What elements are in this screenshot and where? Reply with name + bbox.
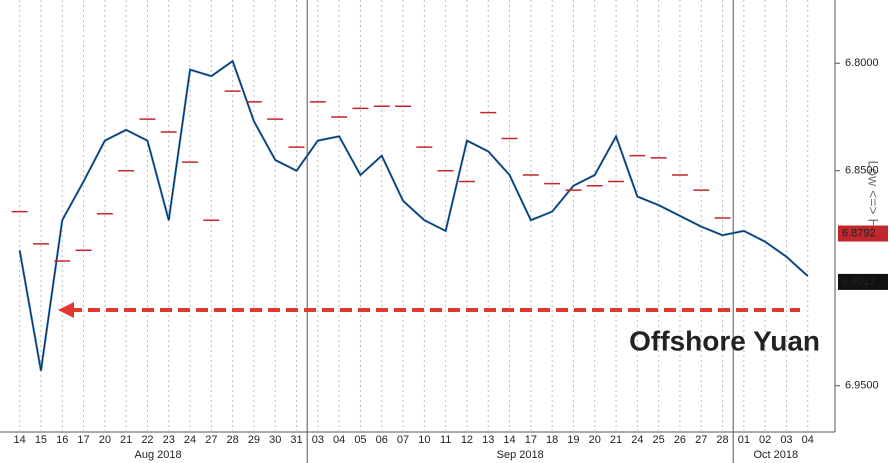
- x-tick-label: 01: [738, 434, 750, 446]
- x-tick-label: 10: [418, 434, 430, 446]
- x-tick-label: 18: [546, 434, 558, 446]
- x-tick-label: 27: [695, 434, 707, 446]
- x-tick-label: 28: [716, 434, 728, 446]
- x-tick-label: 03: [312, 434, 324, 446]
- x-tick-label: 11: [440, 434, 451, 446]
- x-tick-label: 26: [674, 434, 686, 446]
- price-label-box: [838, 225, 888, 242]
- x-tick-label: 15: [35, 434, 47, 446]
- x-tick-label: 19: [567, 434, 579, 446]
- x-tick-label: 14: [503, 434, 515, 446]
- x-tick-label: 31: [290, 434, 302, 446]
- x-tick-label: 23: [163, 434, 175, 446]
- x-tick-label: 16: [56, 434, 68, 446]
- month-label: Aug 2018: [135, 449, 182, 461]
- x-tick-label: 29: [248, 434, 260, 446]
- x-tick-label: 22: [141, 434, 153, 446]
- x-tick-label: 17: [525, 434, 537, 446]
- x-tick-label: 21: [120, 434, 132, 446]
- annotation: Offshore Yuan: [629, 325, 820, 356]
- x-tick-label: 30: [269, 434, 281, 446]
- x-tick-label: 02: [759, 434, 771, 446]
- x-tick-label: 21: [610, 434, 622, 446]
- x-tick-label: 25: [653, 434, 665, 446]
- x-tick-label: 04: [802, 434, 814, 446]
- x-tick-label: 14: [14, 434, 26, 446]
- x-tick-label: 03: [780, 434, 792, 446]
- price-label: 6.8792: [842, 227, 876, 239]
- price-line-shadow: [19, 60, 809, 371]
- y-tick-label: 6.9500: [845, 380, 879, 392]
- month-label: Oct 2018: [753, 449, 798, 461]
- x-tick-label: 17: [77, 434, 89, 446]
- y-tick-label: 6.8000: [845, 57, 879, 69]
- price-line: [18, 59, 809, 371]
- x-tick-label: 05: [354, 434, 366, 446]
- x-tick-label: 04: [333, 434, 345, 446]
- x-tick-label: 28: [227, 434, 239, 446]
- arrow-head: [58, 302, 74, 318]
- x-tick-label: 20: [589, 434, 601, 446]
- month-label: Sep 2018: [497, 449, 544, 461]
- price-label: 6.9017: [842, 276, 876, 288]
- price-label-box: [838, 273, 888, 290]
- y-tick-label: 6.8500: [845, 165, 879, 177]
- x-tick-label: 06: [376, 434, 388, 446]
- x-tick-label: 24: [631, 434, 643, 446]
- x-tick-label: 13: [482, 434, 494, 446]
- x-tick-label: 07: [397, 434, 409, 446]
- x-tick-label: 27: [205, 434, 217, 446]
- x-tick-label: 24: [184, 434, 196, 446]
- x-tick-label: 12: [461, 434, 473, 446]
- axis-title: Low <=> Hig: [865, 161, 881, 240]
- x-tick-label: 20: [99, 434, 111, 446]
